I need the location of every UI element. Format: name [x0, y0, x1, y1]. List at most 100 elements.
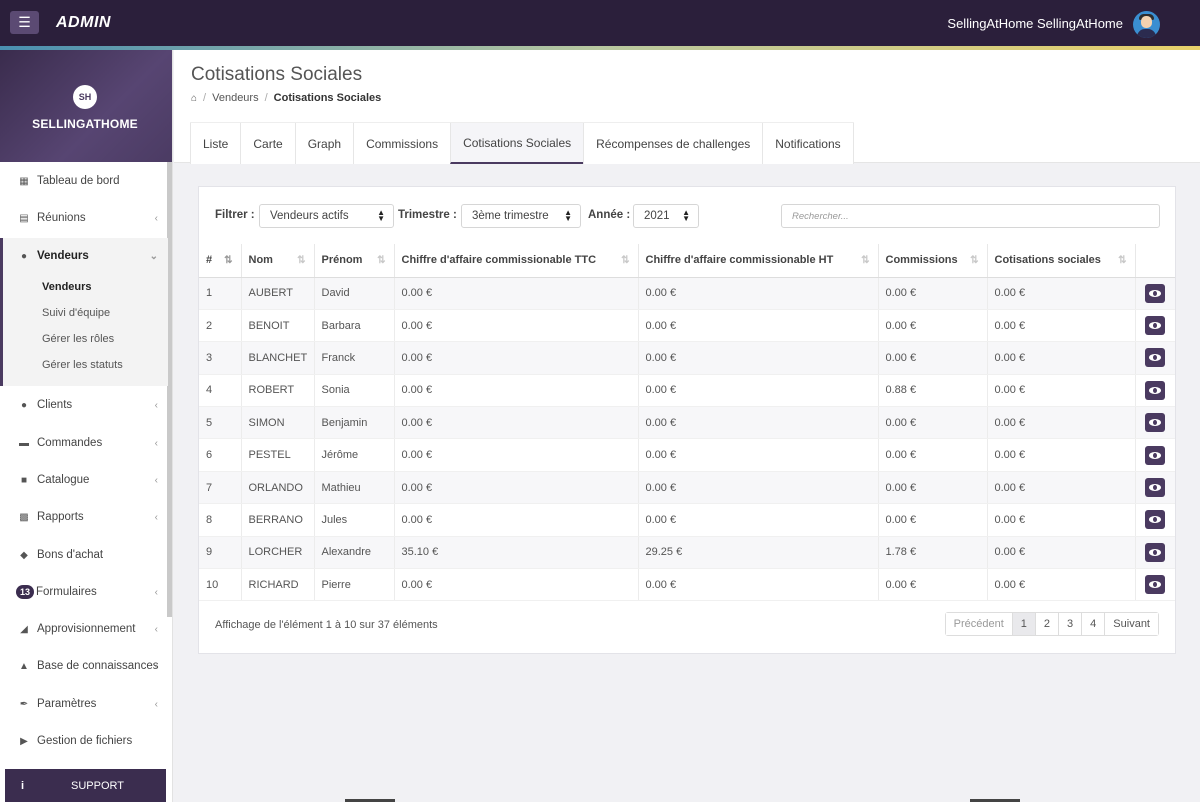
table-cell: 0.00 €	[394, 471, 639, 505]
sidebar-item-formulaires[interactable]: 13 Formulaires ‹	[0, 584, 168, 600]
pagination-page-2[interactable]: 2	[1035, 613, 1060, 635]
sidebar-item-base-connaissances[interactable]: ▲ Base de connaissances ‹	[0, 658, 168, 674]
sidebar-brand: SH SELLINGATHOME	[0, 50, 172, 162]
filter-select[interactable]: Vendeurs actifs ▲ ▼	[259, 204, 394, 228]
table-cell: 0.00 €	[394, 438, 639, 472]
sidebar-item-tableau-de-bord[interactable]: ▦ Tableau de bord	[0, 173, 168, 189]
column-header-commissions[interactable]: Commissions ⇅	[878, 244, 988, 278]
column-header-ca-ht[interactable]: Chiffre d'affaire commissionable HT ⇅	[638, 244, 879, 278]
sort-icon: ⇅	[970, 255, 979, 266]
table-cell: 4	[199, 374, 242, 408]
table-cell: 0.00 €	[878, 471, 988, 505]
chevron-left-icon: ‹	[154, 511, 158, 523]
sidebar-item-label: Catalogue	[37, 474, 90, 486]
sort-arrows-icon: ▲ ▼	[682, 208, 690, 223]
column-header-cotisations[interactable]: Cotisations sociales ⇅	[987, 244, 1136, 278]
top-bar: ☰ ADMIN SellingAtHome SellingAtHome	[0, 0, 1200, 46]
table-row: 1 AUBERT David 0.00 €0.00 €0.00 €0.00 €	[199, 277, 1175, 310]
avatar[interactable]	[1133, 11, 1160, 38]
sidebar-subitem-gerer-roles[interactable]: Gérer les rôles	[42, 333, 115, 345]
year-select[interactable]: 2021 ▲ ▼	[633, 204, 699, 228]
home-icon[interactable]: ⌂	[191, 92, 198, 104]
formulaires-count-badge: 13	[16, 585, 35, 599]
pagination-page-1[interactable]: 1	[1012, 613, 1036, 635]
view-button[interactable]	[1145, 348, 1166, 368]
content-header: Cotisations Sociales ⌂ / Vendeurs / Coti…	[174, 50, 1200, 164]
sidebar-item-bons-achat[interactable]: ◆ Bons d'achat	[0, 547, 168, 563]
pagination-next[interactable]: Suivant	[1105, 613, 1158, 635]
view-button[interactable]	[1145, 478, 1166, 498]
table-row: 9 LORCHER Alexandre 35.10 €29.25 €1.78 €0.0…	[199, 536, 1175, 570]
tab-graph[interactable]: Graph	[294, 123, 354, 164]
table-cell: 1	[199, 277, 242, 310]
sidebar-item-catalogue[interactable]: ■ Catalogue ‹	[0, 472, 168, 488]
sidebar-subitem-vendeurs[interactable]: Vendeurs	[42, 281, 92, 293]
table-cell: 0.00 €	[987, 503, 1136, 537]
table-cell: 0.00 €	[987, 309, 1136, 343]
sidebar-scrollbar[interactable]	[167, 162, 172, 617]
table-cell-actions	[1135, 536, 1175, 570]
table-cell: Jules	[314, 503, 395, 537]
sidebar-item-label: Base de connaissances	[37, 660, 159, 672]
year-select-value: 2021	[644, 210, 670, 222]
credit-card-icon: ▬	[19, 437, 29, 449]
hamburger-menu-button[interactable]: ☰	[10, 11, 39, 34]
view-button[interactable]	[1145, 445, 1166, 465]
tab-carte[interactable]: Carte	[240, 123, 295, 164]
sidebar-subitem-gerer-statuts[interactable]: Gérer les statuts	[42, 359, 123, 371]
tab-liste[interactable]: Liste	[190, 123, 241, 164]
view-button[interactable]	[1145, 510, 1166, 530]
view-button[interactable]	[1145, 413, 1166, 433]
table-cell: 0.00 €	[878, 309, 988, 343]
column-header-number[interactable]: # ⇅	[199, 244, 242, 278]
tab-notifications[interactable]: Notifications	[762, 123, 854, 164]
sidebar-item-clients[interactable]: ● Clients ‹	[0, 397, 168, 413]
support-button[interactable]: i SUPPORT	[5, 769, 166, 802]
sort-icon: ⇅	[377, 255, 386, 266]
tab-commissions[interactable]: Commissions	[353, 123, 451, 164]
table-cell: 0.00 €	[394, 309, 639, 343]
data-table: # ⇅ Nom ⇅ Prénom ⇅ Chiffre d'affaire commis…	[199, 244, 1175, 602]
chevron-left-icon: ‹	[154, 437, 158, 449]
column-header-nom[interactable]: Nom ⇅	[241, 244, 315, 278]
tab-cotisations-sociales[interactable]: Cotisations Sociales	[450, 123, 584, 164]
sidebar-item-approvisionnement[interactable]: ◢ Approvisionnement ‹	[0, 621, 168, 637]
column-header-ca-ttc[interactable]: Chiffre d'affaire commissionable TTC ⇅	[394, 244, 639, 278]
view-button[interactable]	[1145, 575, 1166, 595]
tab-recompenses-challenges[interactable]: Récompenses de challenges	[583, 123, 763, 164]
search-input[interactable]: Rechercher...	[781, 204, 1160, 228]
breadcrumb-vendeurs[interactable]: Vendeurs	[212, 92, 259, 104]
view-button[interactable]	[1145, 542, 1166, 562]
dashboard-icon: ▦	[19, 175, 29, 187]
sidebar-item-gestion-fichiers[interactable]: ▶ Gestion de fichiers	[0, 733, 168, 749]
table-cell: 0.00 €	[638, 406, 879, 440]
sidebar-item-parametres[interactable]: ✒ Paramètres ‹	[0, 696, 168, 712]
sidebar-subitem-suivi-equipe[interactable]: Suivi d'équipe	[42, 307, 111, 319]
view-button[interactable]	[1145, 316, 1166, 336]
view-button[interactable]	[1145, 380, 1166, 400]
chevron-left-icon: ‹	[154, 660, 158, 672]
quarter-select[interactable]: 3ème trimestre ▲ ▼	[461, 204, 581, 228]
pagination-previous[interactable]: Précédent	[945, 613, 1013, 635]
pagination-page-4[interactable]: 4	[1082, 613, 1106, 635]
table-cell: 5	[199, 406, 242, 440]
table-cell: 0.00 €	[638, 277, 879, 310]
pagination-page-3[interactable]: 3	[1059, 613, 1083, 635]
quarter-label: Trimestre :	[398, 209, 457, 221]
table-cell: 0.88 €	[878, 374, 988, 408]
table-cell: ROBERT	[241, 374, 315, 408]
sidebar-item-reunions[interactable]: ▤ Réunions ‹	[0, 210, 168, 226]
bar-chart-icon: ▩	[19, 511, 29, 523]
sidebar-item-commandes[interactable]: ▬ Commandes ‹	[0, 435, 168, 451]
table-cell: 0.00 €	[878, 341, 988, 375]
table-cell: 0.00 €	[394, 341, 639, 375]
sidebar-item-label: Paramètres	[37, 698, 97, 710]
sidebar-item-vendeurs[interactable]: ● Vendeurs ⌄	[0, 248, 168, 264]
top-bar-accent	[0, 46, 1200, 50]
sidebar-item-rapports[interactable]: ▩ Rapports ‹	[0, 509, 168, 525]
tag-icon: ◆	[20, 549, 28, 561]
user-name[interactable]: SellingAtHome SellingAtHome	[947, 16, 1123, 31]
column-header-prenom[interactable]: Prénom ⇅	[314, 244, 395, 278]
view-button[interactable]	[1145, 283, 1166, 303]
table-cell: Sonia	[314, 374, 395, 408]
